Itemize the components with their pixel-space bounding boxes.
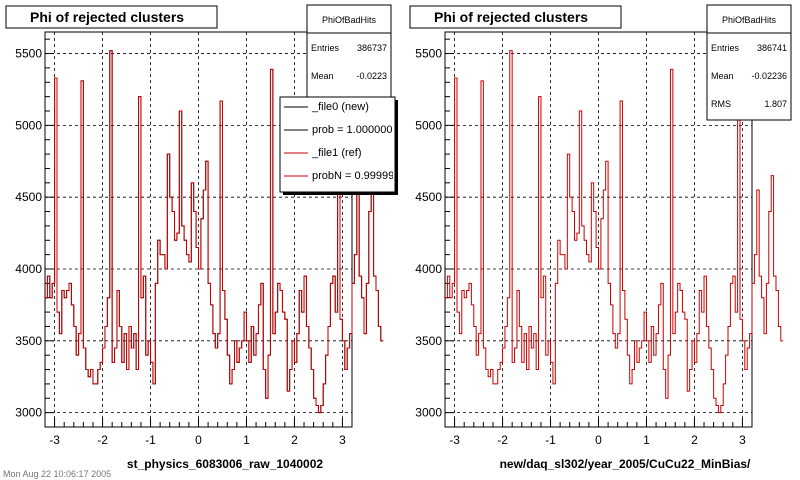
stats-name: PhiOfBadHits — [322, 15, 377, 25]
stats-label: RMS — [711, 99, 731, 109]
stats-name: PhiOfBadHits — [722, 15, 777, 25]
x-tick-label: -2 — [97, 433, 108, 447]
stats-box: PhiOfBadHits Entries 386741 Mean -0.02236 RMS… — [706, 4, 792, 121]
legend-entry: _file1 (ref) — [311, 147, 362, 159]
x-tick-label: -1 — [545, 433, 556, 447]
histogram-series-1 — [445, 50, 784, 414]
axes: -3 -2 -1 0 1 2 3 3000 3500 4000 4500 5000 5500 — [15, 38, 353, 447]
x-tick-label: 1 — [243, 433, 250, 447]
y-tick-label: 4500 — [415, 190, 442, 204]
chart-title: Phi of rejected clusters — [30, 9, 184, 25]
x-tick-label: 0 — [195, 433, 202, 447]
chart-title: Phi of rejected clusters — [434, 9, 588, 25]
legend-entry: _file0 (new) — [311, 101, 369, 113]
plot-frame — [44, 31, 353, 428]
x-tick-label: -3 — [449, 433, 460, 447]
x-tick-label: 2 — [691, 433, 698, 447]
x-tick-label: -1 — [145, 433, 156, 447]
plot-frame — [444, 31, 753, 428]
axes: -3 -2 -1 0 1 2 3 3000 3500 4000 4500 5000 5500 — [415, 38, 753, 447]
legend-entry: prob = 1.000000 — [312, 124, 392, 136]
y-tick-label: 5500 — [15, 47, 42, 61]
y-tick-label: 3500 — [415, 334, 442, 348]
y-tick-label: 3500 — [15, 334, 42, 348]
x-tick-label: 3 — [339, 433, 346, 447]
x-axis-label: new/daq_sl302/year_2005/CuCu22_MinBias/ — [500, 457, 751, 471]
y-tick-label: 4500 — [15, 190, 42, 204]
y-tick-label: 4000 — [415, 262, 442, 276]
y-tick-label: 3000 — [15, 406, 42, 420]
x-tick-label: 0 — [595, 433, 602, 447]
x-tick-label: 2 — [291, 433, 298, 447]
stats-value: -0.0223 — [356, 71, 387, 81]
title-box — [409, 5, 622, 29]
legend-entry: probN = 0.999999 — [312, 170, 400, 182]
x-tick-label: -2 — [497, 433, 508, 447]
stats-label: Entries — [311, 43, 340, 53]
stats-label: Mean — [311, 71, 334, 81]
stats-frame — [706, 4, 792, 121]
stats-value: 386741 — [757, 43, 787, 53]
legend: _file0 (new) prob = 1.000000 _file1 (ref) p… — [279, 96, 400, 195]
x-tick-label: 3 — [739, 433, 746, 447]
y-tick-label: 5000 — [15, 118, 42, 132]
x-tick-label: 1 — [643, 433, 650, 447]
title-box — [5, 5, 218, 29]
x-tick-label: -3 — [49, 433, 60, 447]
histogram-series-2 — [45, 50, 384, 414]
stats-value: -0.02236 — [751, 71, 787, 81]
y-tick-label: 5000 — [415, 118, 442, 132]
stats-value: 1.807 — [764, 99, 787, 109]
y-tick-label: 4000 — [15, 262, 42, 276]
stats-label: Entries — [711, 43, 740, 53]
footer-timestamp: Mon Aug 22 10:06:17 2005 — [3, 469, 111, 479]
histogram-panel-1: -3 -2 -1 0 1 2 3 3000 3500 4000 4500 5000 5500 Phi of… — [5, 4, 400, 471]
y-tick-label: 3000 — [415, 406, 442, 420]
stats-label: Mean — [711, 71, 734, 81]
y-tick-label: 5500 — [415, 47, 442, 61]
histogram-panel-2: -3 -2 -1 0 1 2 3 3000 3500 4000 4500 5000 5500 Phi of… — [409, 4, 792, 471]
x-axis-label: st_physics_6083006_raw_1040002 — [127, 457, 323, 471]
stats-value: 386737 — [357, 43, 387, 53]
